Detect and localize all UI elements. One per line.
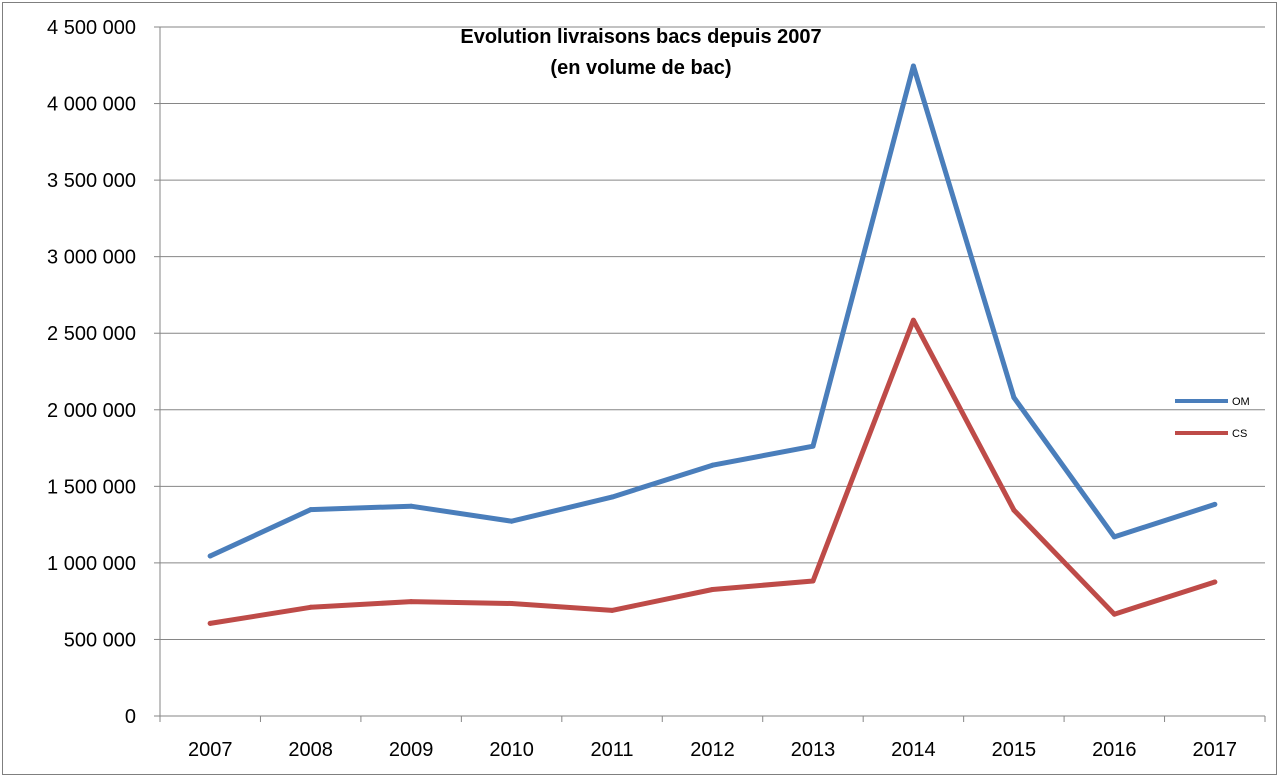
data-point-cs (710, 587, 715, 593)
data-point-cs (609, 607, 615, 613)
data-point-om (1212, 501, 1218, 507)
y-tick-label: 0 (125, 706, 136, 728)
data-point-om (207, 553, 213, 559)
x-tick-label: 2010 (489, 739, 534, 761)
data-point-om (509, 518, 515, 524)
x-tick-label: 2009 (389, 739, 434, 761)
data-point-om (408, 503, 414, 509)
data-point-cs (1011, 507, 1017, 513)
data-point-om (810, 443, 816, 449)
data-point-cs (1111, 611, 1117, 617)
x-tick-label: 2008 (288, 739, 333, 761)
legend-label-cs: CS (1232, 428, 1247, 440)
data-point-om (1011, 395, 1017, 401)
data-point-cs (810, 578, 816, 584)
y-tick-label: 3 000 000 (47, 247, 136, 269)
y-tick-label: 1 000 000 (47, 553, 136, 575)
y-tick-label: 500 000 (64, 629, 136, 651)
data-point-cs (207, 620, 213, 626)
series-line-om (207, 63, 1218, 559)
y-tick-label: 1 500 000 (47, 476, 136, 498)
x-tick-label: 2012 (690, 739, 735, 761)
x-tick-label: 2017 (1193, 739, 1238, 761)
legend: OM CS (1175, 396, 1250, 440)
data-point-cs (408, 599, 414, 605)
data-point-cs (509, 600, 515, 606)
y-tick-label: 4 500 000 (47, 17, 136, 39)
data-point-cs (308, 604, 314, 610)
x-tick-label: 2007 (188, 739, 233, 761)
x-tick-label: 2013 (791, 739, 836, 761)
chart-subtitle: (en volume de bac) (550, 57, 731, 79)
y-tick-label: 2 500 000 (47, 323, 136, 345)
x-tick-label: 2015 (992, 739, 1037, 761)
y-tick-label: 2 000 000 (47, 400, 136, 422)
x-axis-tick-labels: 2007 2008 2009 2010 2011 2012 2013 2014 2015 2016… (188, 739, 1237, 761)
x-tick-label: 2011 (591, 739, 634, 761)
data-point-om (609, 494, 615, 500)
x-tick-label: 2016 (1092, 739, 1137, 761)
data-point-cs (1212, 579, 1218, 585)
legend-label-om: OM (1232, 396, 1250, 408)
x-tick-label: 2014 (891, 739, 936, 761)
data-point-om (308, 507, 314, 513)
data-point-cs (910, 317, 916, 323)
series-line-cs (207, 317, 1218, 626)
y-axis-tick-labels: 0 500 000 1 000 000 1 500 000 2 000 000 2 500… (47, 17, 136, 728)
data-point-om (1111, 534, 1117, 540)
y-tick-label: 3 500 000 (47, 170, 136, 192)
data-point-om (710, 462, 715, 468)
gridlines (154, 26, 1265, 717)
axes (159, 27, 1266, 722)
chart-title-group: Evolution livraisons bacs depuis 2007 (e… (460, 26, 821, 79)
y-tick-label: 4 000 000 (47, 94, 136, 116)
chart-title: Evolution livraisons bacs depuis 2007 (460, 26, 821, 48)
data-point-om (910, 63, 916, 69)
series-lines (207, 63, 1218, 626)
